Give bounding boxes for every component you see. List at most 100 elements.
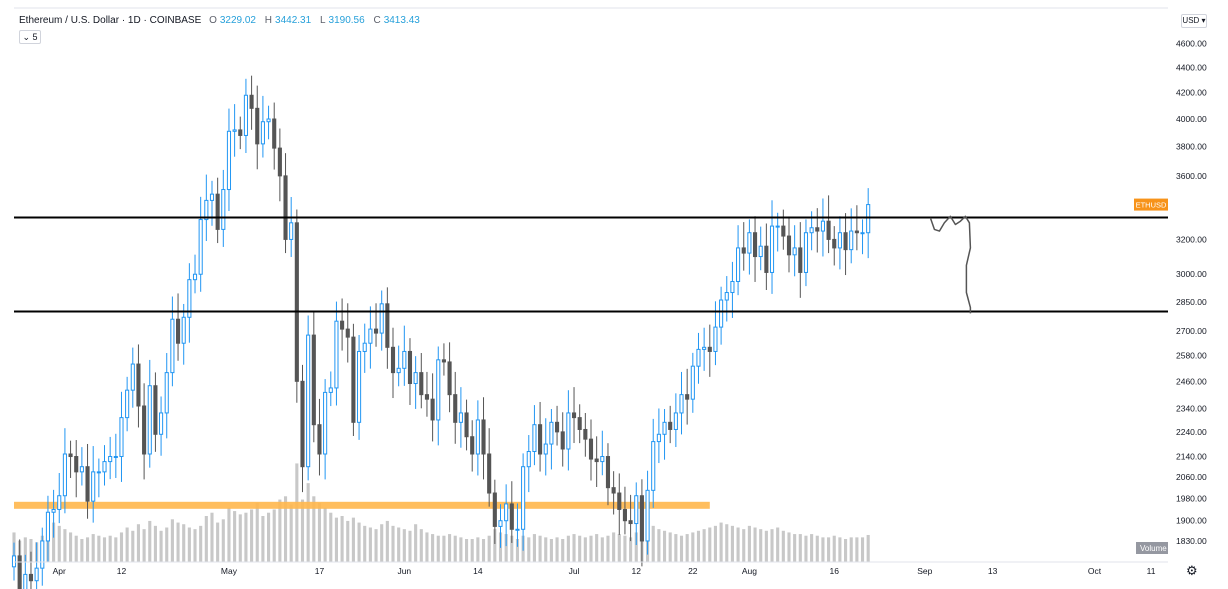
volume-bar [849,537,853,562]
candle-body [436,359,441,421]
candle-body [622,508,627,522]
volume-bar [821,537,825,562]
volume-bar [481,539,486,562]
candle-body [232,129,237,132]
last-price-symbol-tag [1134,198,1168,211]
candle-body [209,193,215,201]
price-axis-area[interactable] [1168,0,1228,589]
candle-body [815,227,820,232]
candle-body [736,247,741,282]
candle-body [588,438,594,460]
candle-body [849,230,854,251]
candle-body [515,528,520,531]
candle-body [204,199,209,221]
y-tick-label: 3600.00 [1176,171,1207,181]
y-tick-label: 4400.00 [1176,63,1207,73]
volume-bar [657,529,661,562]
volume-bar [23,537,27,562]
volume-bar [63,529,67,562]
volume-bar [227,507,231,562]
candle-body [402,350,407,369]
volume-bar [136,524,141,562]
volume-bar [770,529,774,562]
volume-bar [674,534,678,562]
volume-bar [827,537,831,562]
x-tick-label: Jul [569,566,580,576]
candle-body [91,471,96,502]
last-price-symbol: ETHUSD [1136,201,1167,210]
volume-bar [759,529,763,562]
volume-bar [346,520,350,562]
close-value: 3413.43 [383,15,420,26]
volume-bar [838,537,842,562]
candles [11,75,871,589]
candle-body [583,428,588,440]
candle-body [475,419,480,455]
candle-body [458,412,463,423]
volume-bar [119,532,124,562]
volume-bar [295,463,299,562]
y-tick-label: 4600.00 [1176,39,1207,49]
gear-icon[interactable]: ⚙ [1186,563,1198,578]
volume-bar [97,535,101,562]
volume-bar [662,530,667,562]
symbol-title[interactable]: Ethereum / U.S. Dollar · 1D · COINBASE [19,15,202,26]
candle-body [741,247,746,254]
candle-body [769,225,775,273]
candle-body [526,450,531,468]
volume-bar [804,535,808,562]
volume-bar [85,537,90,562]
candle-body [147,385,152,455]
volume-bar [860,537,865,562]
volume-bar [442,535,446,562]
volume-bar [464,539,469,562]
volume-bar [583,537,587,562]
volume-bar [261,516,265,562]
candle-body [362,342,367,352]
volume-bar [368,527,372,562]
volume-bar [448,534,452,562]
currency-selector[interactable]: USD ▾ [1181,14,1207,28]
candle-body [837,232,842,249]
volume-bar [340,516,344,562]
volume-bar [544,537,548,562]
volume-bar [52,522,56,562]
volume-bar [685,534,689,562]
volume-bar [787,532,791,562]
volume-bar [696,530,701,562]
candle-body [713,326,718,352]
candle-body [390,346,396,374]
candle-body [424,394,430,400]
candle-body [368,328,373,344]
volume-bar [233,511,237,562]
volume-bar [810,534,814,562]
candle-body [130,363,135,391]
candle-body [645,489,650,542]
candle-body [311,334,316,426]
candle-body [215,193,220,230]
candle-body [187,279,192,318]
candle-body [96,471,101,474]
candle-body [832,238,837,249]
indicator-collapse-button[interactable]: ⌄ 5 [19,30,41,44]
volume-bar [436,535,440,562]
candle-body [470,436,475,455]
candle-body [79,466,84,473]
candle-body [345,328,350,338]
y-tick-label: 4000.00 [1176,114,1207,124]
candle-body [413,372,418,385]
projection-path [929,215,972,314]
x-tick-label: 13 [988,566,998,576]
candle-body [192,273,198,281]
y-tick-label: 2240.00 [1176,427,1207,437]
candle-body [792,247,797,256]
y-tick-label: 1830.00 [1176,536,1207,546]
candle-body [651,441,656,491]
candle-body [605,456,611,489]
candle-body [866,204,871,234]
volume-bar [549,539,553,562]
candle-body [40,540,45,569]
volume-bar [204,516,208,562]
volume-bar [334,517,338,562]
